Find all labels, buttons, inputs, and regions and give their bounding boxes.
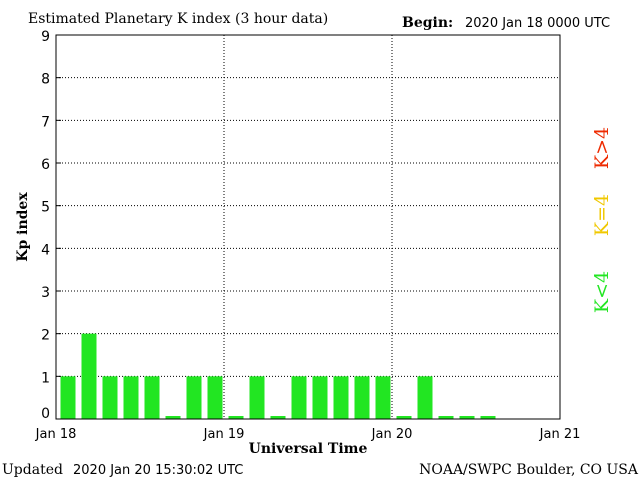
kp-bar [207,376,223,419]
x-tick-label: Jan 18 [35,427,77,442]
kp-bar [249,376,265,419]
x-axis-label: Universal Time [249,441,368,457]
y-tick-label: 4 [41,242,50,258]
begin-label: Begin: [402,15,453,31]
updated-value: 2020 Jan 20 15:30:02 UTC [73,463,243,478]
grid-lines [56,35,560,419]
y-tick-label: 1 [41,370,50,386]
kp-bar [81,333,97,419]
bar-series [60,333,496,419]
kp-bar [333,376,349,419]
y-axis-label: Kp index [15,192,31,262]
legend-mid: K=4 [591,194,613,236]
kp-bar [186,376,202,419]
kp-bar [417,376,433,419]
y-tick-label: 7 [41,114,50,130]
kp-bar [228,416,244,419]
x-tick-label: Jan 21 [539,427,581,442]
y-tick-label: 3 [41,285,50,301]
kp-bar [459,416,475,419]
kp-bar [144,376,160,419]
y-tick-label: 8 [41,72,50,88]
kp-bar [438,416,454,419]
kp-bar [396,416,412,419]
x-tick-label: Jan 20 [371,427,413,442]
legend-low: K<4 [591,271,613,313]
x-tick-label: Jan 19 [203,427,245,442]
kp-bar [480,416,496,419]
kp-bar [60,376,76,419]
chart-title: Estimated Planetary K index (3 hour data… [28,11,328,27]
begin-value: 2020 Jan 18 0000 UTC [465,16,610,31]
y-tick-label: 2 [41,328,50,344]
y-tick-label: 6 [41,157,50,173]
y-tick-label: 9 [41,29,50,45]
kp-bar [123,376,139,419]
updated-label: Updated [2,462,63,478]
kp-bar [312,376,328,419]
kp-bar [375,376,391,419]
kp-bar [291,376,307,419]
kp-bar [165,416,181,419]
kp-bar [102,376,118,419]
y-tick-labels: 0 1 2 3 4 5 6 7 8 9 [41,29,61,422]
x-tick-labels: Jan 18 Jan 19 Jan 20 Jan 21 [35,427,581,442]
source-credit: NOAA/SWPC Boulder, CO USA [419,462,639,478]
y-tick-label: 0 [41,406,50,422]
kp-bar [270,416,286,419]
plot-frame [55,34,561,420]
kp-bar [354,376,370,419]
legend-high: K>4 [591,127,613,169]
y-tick-label: 5 [41,200,50,216]
